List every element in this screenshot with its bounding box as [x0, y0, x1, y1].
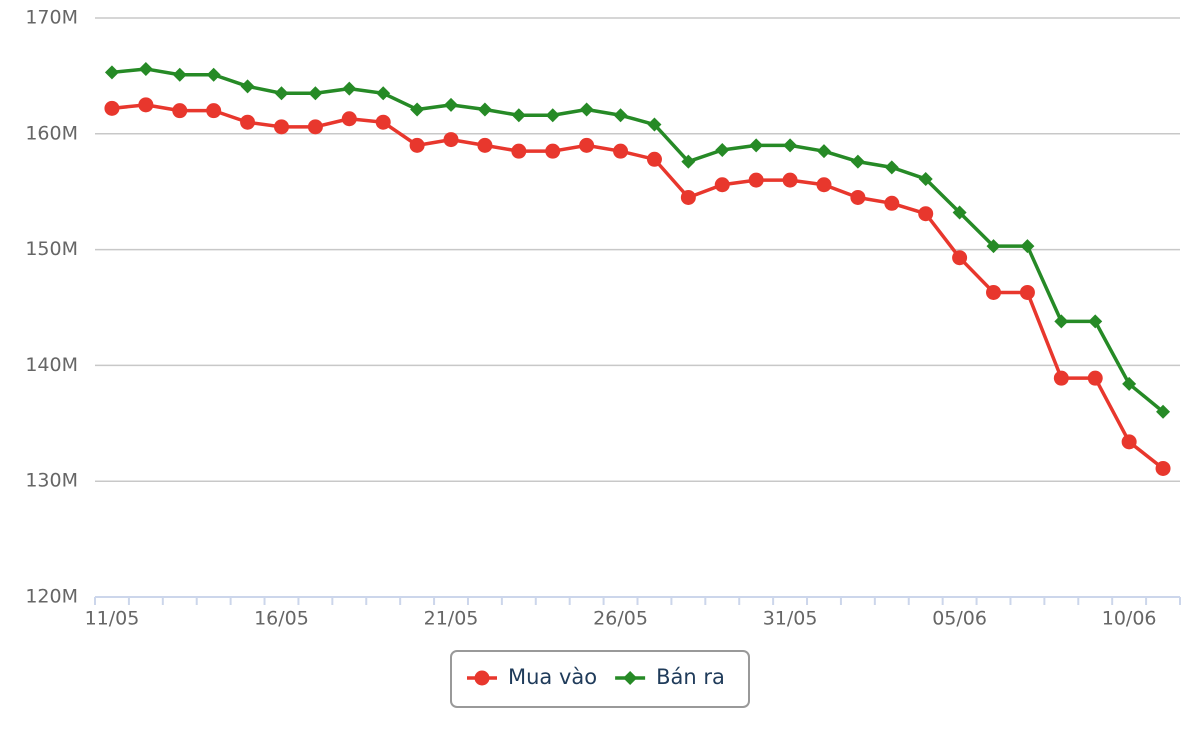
- data-point: [1122, 376, 1137, 391]
- data-point: [240, 79, 255, 94]
- data-point: [273, 119, 289, 135]
- data-point: [138, 97, 154, 113]
- data-point: [1020, 239, 1035, 254]
- data-point: [579, 137, 595, 153]
- data-point: [782, 172, 798, 188]
- data-point: [172, 103, 188, 119]
- y-tick-label: 150M: [25, 238, 78, 260]
- data-point: [850, 189, 866, 205]
- data-point: [511, 143, 527, 159]
- x-tick-label: 05/06: [932, 608, 987, 630]
- data-point: [172, 67, 187, 82]
- data-point: [375, 114, 391, 130]
- data-point: [714, 177, 730, 193]
- data-point: [545, 143, 561, 159]
- data-point: [307, 119, 323, 135]
- x-tick-label: 11/05: [85, 608, 140, 630]
- data-point: [816, 177, 832, 193]
- y-tick-label: 140M: [25, 354, 78, 376]
- data-point: [681, 154, 696, 169]
- data-point: [715, 143, 730, 158]
- data-point: [1121, 434, 1137, 450]
- data-point: [410, 102, 425, 117]
- x-tick-label: 21/05: [424, 608, 479, 630]
- data-point: [545, 108, 560, 123]
- data-point: [646, 151, 662, 167]
- data-point: [850, 154, 865, 169]
- data-point: [986, 284, 1002, 300]
- legend-label[interactable]: Bán ra: [656, 665, 725, 689]
- data-point: [477, 137, 493, 153]
- data-point: [477, 102, 492, 117]
- data-point: [376, 86, 391, 101]
- data-point: [680, 189, 696, 205]
- legend-marker[interactable]: [474, 670, 490, 686]
- data-point: [749, 138, 764, 153]
- legend-label[interactable]: Mua vào: [508, 665, 597, 689]
- data-point: [783, 138, 798, 153]
- data-point: [511, 108, 526, 123]
- data-point: [104, 100, 120, 116]
- data-point: [1053, 370, 1069, 386]
- data-point: [952, 205, 967, 220]
- data-point: [1054, 314, 1069, 329]
- data-point: [443, 132, 459, 148]
- data-point: [884, 195, 900, 211]
- y-tick-label: 130M: [25, 470, 78, 492]
- legend-box: [450, 650, 750, 708]
- data-point: [613, 143, 629, 159]
- x-tick-label: 16/05: [254, 608, 309, 630]
- data-point: [342, 81, 357, 96]
- data-point: [206, 67, 221, 82]
- data-point: [138, 61, 153, 76]
- data-point: [1155, 460, 1171, 476]
- x-tick-label: 31/05: [763, 608, 818, 630]
- data-point: [308, 86, 323, 101]
- data-point: [986, 239, 1001, 254]
- y-tick-label: 170M: [25, 7, 78, 29]
- data-point: [884, 160, 899, 175]
- data-point: [104, 65, 119, 80]
- data-point: [613, 108, 628, 123]
- data-point: [240, 114, 256, 130]
- data-point: [1019, 284, 1035, 300]
- data-point: [274, 86, 289, 101]
- data-point: [1087, 370, 1103, 386]
- y-tick-label: 160M: [25, 122, 78, 144]
- data-point: [816, 144, 831, 159]
- data-point: [748, 172, 764, 188]
- legend-marker[interactable]: [623, 671, 638, 685]
- y-tick-label: 120M: [25, 586, 78, 608]
- series-line: [111, 67, 1165, 414]
- data-point: [341, 111, 357, 127]
- series-line: [111, 103, 1165, 470]
- data-point: [918, 171, 933, 186]
- data-point: [1088, 314, 1103, 329]
- x-tick-label: 10/06: [1102, 608, 1157, 630]
- data-point: [444, 97, 459, 112]
- data-point: [1156, 404, 1171, 419]
- data-point: [579, 102, 594, 117]
- data-point: [206, 103, 222, 119]
- data-point: [918, 206, 934, 222]
- data-point: [409, 137, 425, 153]
- data-point: [647, 117, 662, 132]
- x-tick-label: 26/05: [593, 608, 648, 630]
- data-point: [952, 250, 968, 266]
